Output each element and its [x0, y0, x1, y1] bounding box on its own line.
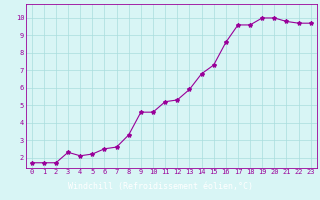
Text: Windchill (Refroidissement éolien,°C): Windchill (Refroidissement éolien,°C)	[68, 182, 252, 190]
